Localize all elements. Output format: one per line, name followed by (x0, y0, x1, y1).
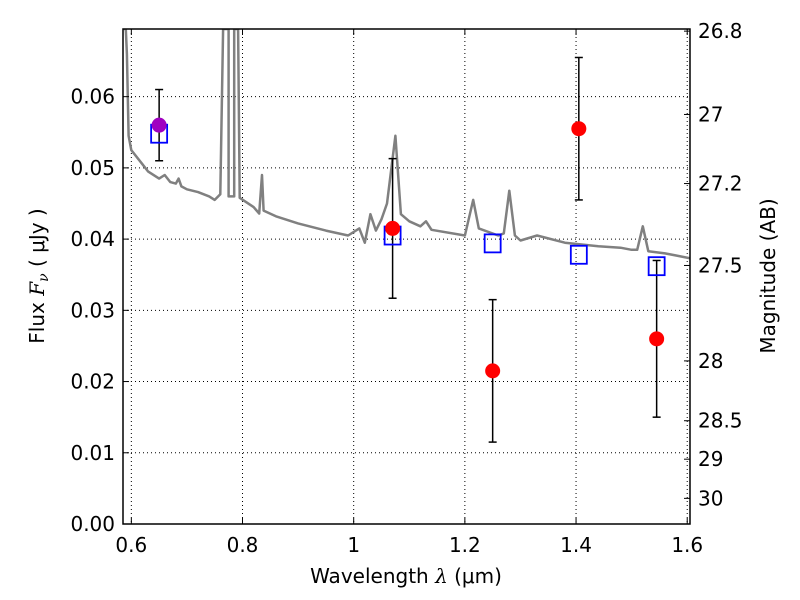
x-tick-label: 0.8 (227, 533, 259, 557)
y-axis-ticks: 0.00 0.01 0.02 0.03 0.04 0.05 0.06 (70, 85, 129, 536)
observed-points (151, 117, 665, 379)
magnitude-tick-label: 29 (698, 447, 723, 471)
y-tick-label: 0.03 (70, 298, 115, 322)
magnitude-axis-ticks: 26.8 27 27.2 27.5 28 28.5 29 30 (684, 19, 743, 510)
observed-point (385, 220, 401, 236)
x-tick-label: 1.4 (560, 533, 592, 557)
model-spectrum-line (124, 29, 690, 260)
y-tick-label: 0.05 (70, 156, 115, 180)
y-tick-label: 0.01 (70, 441, 115, 465)
model-spectrum (124, 29, 690, 260)
observed-point (649, 331, 665, 347)
y-tick-label: 0.04 (70, 227, 115, 251)
y-axis-title: Flux Fν ( μJy ) (25, 208, 52, 343)
y-tick-label: 0.06 (70, 85, 115, 109)
plot-frame (122, 28, 691, 525)
magnitude-tick-label: 26.8 (698, 19, 743, 43)
model-photometry-square (569, 244, 588, 265)
magnitude-tick-label: 28.5 (698, 409, 743, 433)
x-tick-label: 0.6 (115, 533, 147, 557)
observed-point (485, 363, 501, 379)
magnitude-axis-title: Magnitude (AB) (756, 198, 780, 353)
observed-point (571, 121, 587, 137)
magnitude-tick-label: 27.2 (698, 172, 743, 196)
model-photometry-markers (150, 123, 666, 277)
y-tick-label: 0.02 (70, 370, 115, 394)
x-axis-title: Wavelength λ (μm) (310, 564, 502, 588)
magnitude-tick-label: 27.5 (698, 253, 743, 277)
magnitude-tick-label: 30 (698, 486, 723, 510)
y-tick-label: 0.00 (70, 512, 115, 536)
x-axis-ticks: 0.6 0.8 1 1.2 1.4 1.6 (115, 29, 703, 557)
x-tick-label: 1.6 (671, 533, 703, 557)
observed-point (151, 117, 167, 133)
model-photometry-square (483, 233, 502, 254)
x-tick-label: 1 (347, 533, 360, 557)
magnitude-tick-label: 27 (698, 102, 723, 126)
model-photometry-square (647, 256, 666, 277)
x-tick-label: 1.2 (449, 533, 481, 557)
magnitude-tick-label: 28 (698, 349, 723, 373)
